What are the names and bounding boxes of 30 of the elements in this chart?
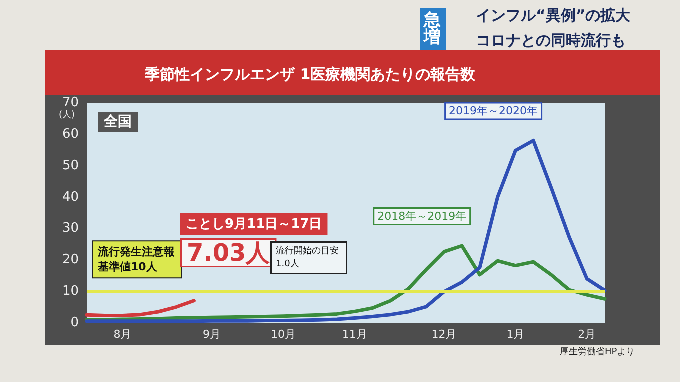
y-tick-label: 10 (62, 284, 79, 300)
annotation: 全国 (103, 114, 132, 130)
x-tick-label: 10月 (270, 328, 296, 341)
x-tick-label: 2月 (578, 328, 596, 341)
text: コロナとの同時流行も (476, 32, 626, 50)
chart-title: 季節性インフルエンザ 1医療機関あたりの報告数 (144, 66, 477, 84)
x-tick-label: 11月 (342, 328, 368, 341)
line-series (85, 299, 196, 318)
y-tick-label: 70 (62, 96, 79, 110)
y-tick-label: 20 (62, 252, 79, 268)
y-axis-title: (人) (58, 110, 75, 120)
y-tick-label: 60 (62, 126, 79, 142)
text: 2019年～2020年 (449, 104, 538, 118)
y-tick-label: 0 (70, 316, 79, 330)
annotation: 7.03人 (187, 239, 272, 267)
y-tick-label: 50 (62, 158, 79, 174)
y-tick-label: 40 (62, 190, 79, 205)
x-tick-label: 9月 (203, 328, 222, 341)
text: 厚生労働省HPより (560, 346, 636, 358)
text: インフル“異例”の拡大 (476, 6, 632, 24)
x-tick-label: 12月 (432, 328, 457, 341)
text: 2018年～2019年 (378, 210, 467, 223)
text: 急増 (423, 10, 442, 48)
x-tick-label: 1月 (506, 328, 525, 341)
line-series (85, 138, 607, 324)
annotation: ことし9月11日～17日 (186, 217, 322, 232)
ref-line-label: 流行発生注意報基準値10人 (97, 246, 176, 274)
x-tick-label: 8月 (114, 328, 132, 341)
y-tick-label: 30 (62, 221, 79, 236)
annotation: 流行開始の目安1.0人 (276, 246, 339, 270)
